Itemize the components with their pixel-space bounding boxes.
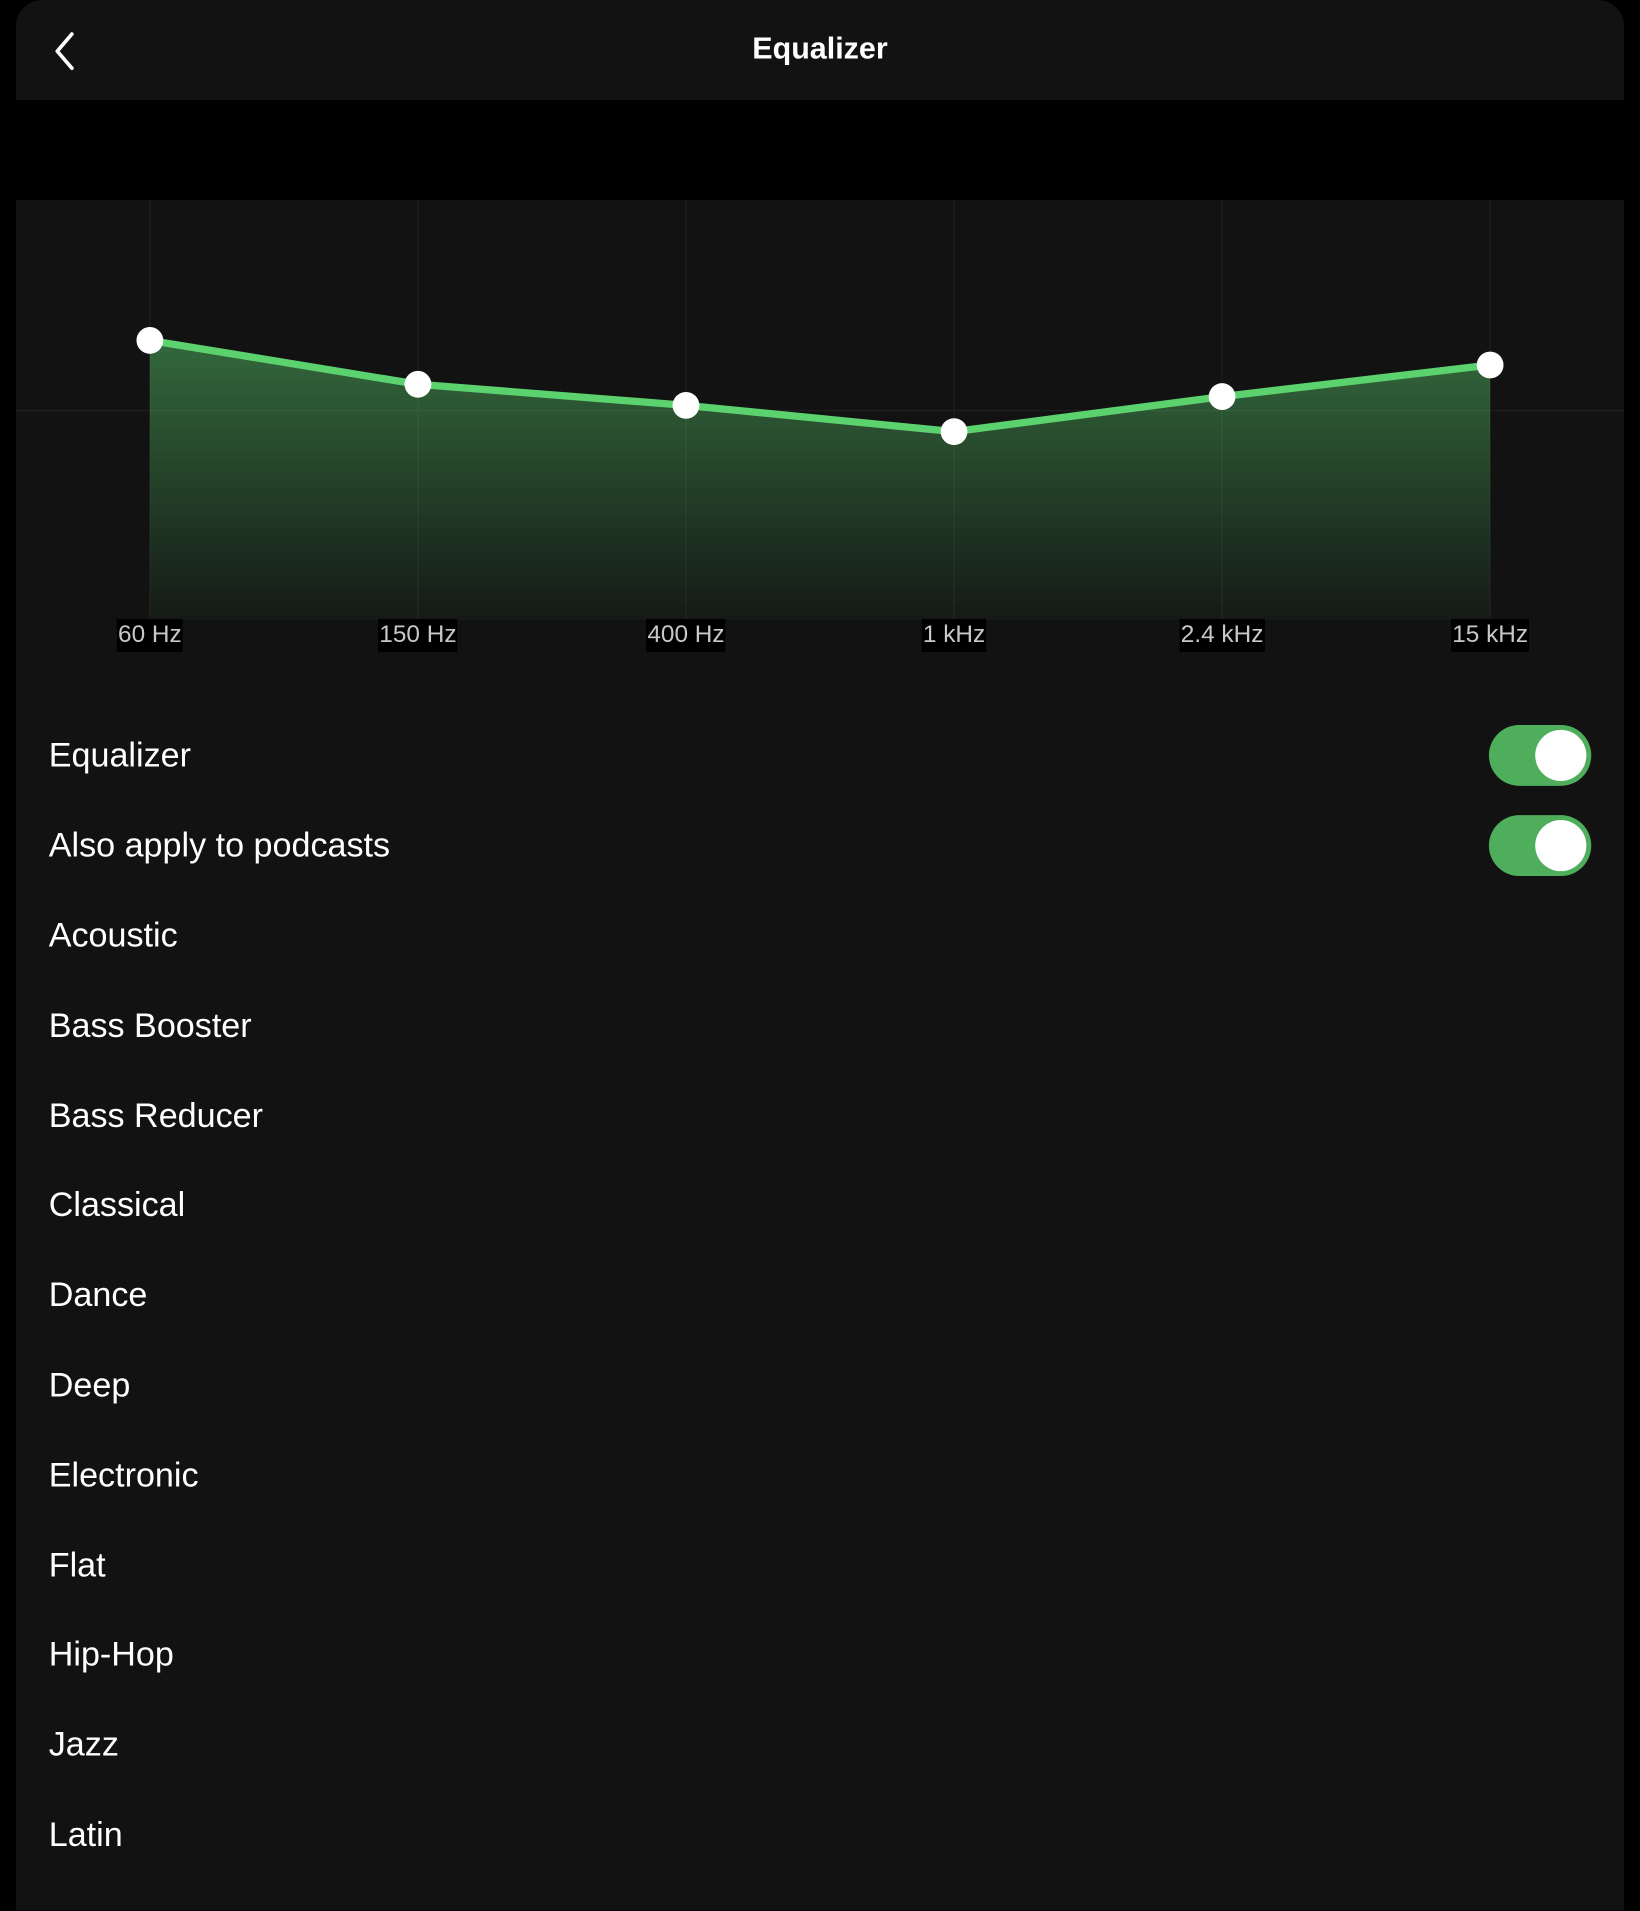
preset-label: Hip-Hop xyxy=(48,1635,174,1674)
preset-item[interactable]: Classical xyxy=(49,1169,1592,1242)
band-handle-0[interactable] xyxy=(136,327,164,354)
preset-label: Bass Reducer xyxy=(48,1096,264,1134)
area-fill xyxy=(149,340,1491,621)
band-handle-2[interactable] xyxy=(672,391,700,419)
x-tick-label: 400 Hz xyxy=(646,618,726,652)
preset-item[interactable]: Deep xyxy=(49,1349,1592,1422)
x-tick-label: 2.4 kHz xyxy=(1179,618,1265,652)
preset-item[interactable]: Dance xyxy=(49,1259,1592,1332)
preset-item[interactable]: Acoustic xyxy=(49,899,1592,972)
preset-item[interactable]: Electronic xyxy=(49,1439,1592,1512)
band-handle-1[interactable] xyxy=(404,370,432,398)
band-handle-3[interactable] xyxy=(940,418,968,446)
preset-label: Electronic xyxy=(48,1455,199,1494)
equalizer-chart[interactable]: 60 Hz 150 Hz 400 Hz 1 kHz 2.4 kHz 15 kHz xyxy=(15,199,1625,675)
preset-item[interactable]: Jazz xyxy=(49,1708,1592,1781)
page-title: Equalizer xyxy=(752,31,888,66)
preset-label: Latin xyxy=(48,1815,123,1854)
preset-label: Flat xyxy=(48,1545,106,1584)
preset-label: Classical xyxy=(48,1185,186,1224)
content-panel: 60 Hz 150 Hz 400 Hz 1 kHz 2.4 kHz 15 kHz Equa… xyxy=(15,199,1625,1911)
toggle-knob xyxy=(1535,729,1587,782)
toggle-row-1: Also apply to podcasts xyxy=(49,809,1592,882)
toggle-label: Equalizer xyxy=(48,735,191,774)
chevron-left-icon xyxy=(55,32,74,71)
preset-item[interactable]: Bass Booster xyxy=(49,989,1592,1062)
preset-label: Jazz xyxy=(48,1725,119,1764)
back-button[interactable] xyxy=(48,27,92,76)
x-tick-label: 60 Hz xyxy=(116,618,183,652)
band-handle-4[interactable] xyxy=(1208,383,1236,410)
toggle-label: Also apply to podcasts xyxy=(48,826,391,864)
toggle-row-0: Equalizer xyxy=(49,719,1592,792)
toggle-knob xyxy=(1535,819,1587,872)
band-handle-5[interactable] xyxy=(1476,351,1504,379)
toggle-switch[interactable] xyxy=(1488,724,1592,786)
preset-label: Acoustic xyxy=(48,916,178,955)
x-tick-label: 150 Hz xyxy=(378,618,458,652)
preset-label: Dance xyxy=(48,1275,148,1314)
preset-label: Bass Booster xyxy=(48,1006,252,1044)
preset-item[interactable]: Hip-Hop xyxy=(49,1619,1592,1692)
x-tick-label: 1 kHz xyxy=(921,618,987,652)
header: Equalizer xyxy=(15,0,1625,100)
preset-item[interactable]: Bass Reducer xyxy=(49,1079,1592,1152)
preset-item[interactable]: Flat xyxy=(49,1529,1592,1602)
toggle-switch[interactable] xyxy=(1488,815,1592,877)
series-line xyxy=(149,336,1491,436)
preset-item[interactable]: Latin xyxy=(49,1798,1592,1871)
x-tick-label: 15 kHz xyxy=(1450,618,1530,652)
preset-label: Deep xyxy=(48,1365,131,1404)
chart-svg xyxy=(15,199,1625,621)
